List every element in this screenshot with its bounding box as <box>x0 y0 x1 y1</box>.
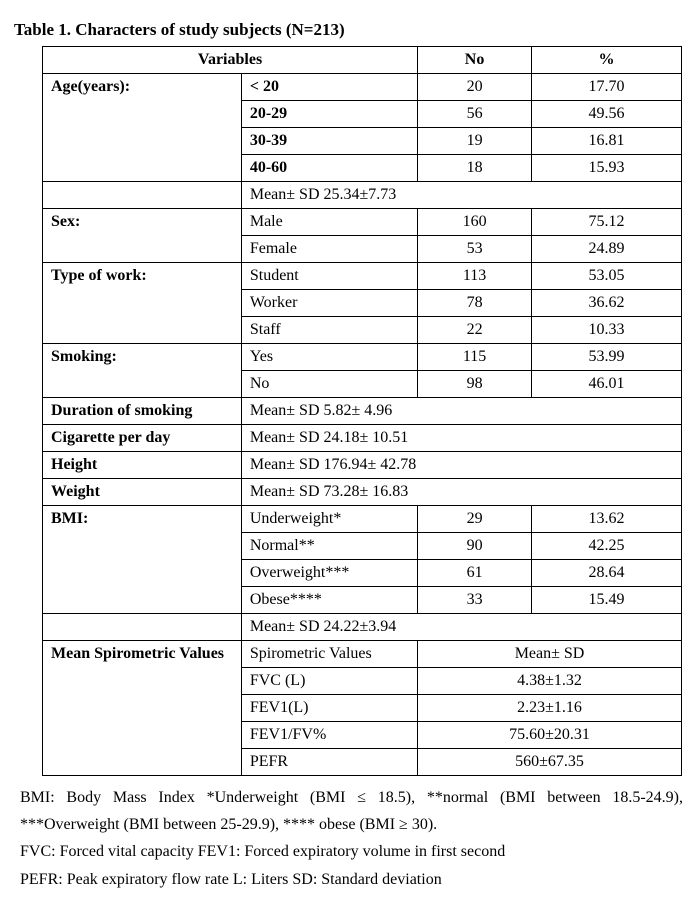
cell: 10.33 <box>532 317 682 344</box>
table-row: Smoking: Yes 115 53.99 <box>43 344 682 371</box>
table-row: Height Mean± SD 176.94± 42.78 <box>43 452 682 479</box>
cell: 78 <box>418 290 532 317</box>
weight-label: Weight <box>43 479 242 506</box>
empty-cell <box>43 182 242 209</box>
cell: 29 <box>418 506 532 533</box>
table-row: Duration of smoking Mean± SD 5.82± 4.96 <box>43 398 682 425</box>
cell: Female <box>241 236 417 263</box>
bmi-mean: Mean± SD 24.22±3.94 <box>241 614 681 641</box>
footnote-line-2: FVC: Forced vital capacity FEV1: Forced … <box>20 838 683 865</box>
cell: Male <box>241 209 417 236</box>
cell: 2.23±1.16 <box>418 695 682 722</box>
cell: Worker <box>241 290 417 317</box>
spiro-header-sub: Spirometric Values <box>241 641 417 668</box>
cell: 115 <box>418 344 532 371</box>
cell: Yes <box>241 344 417 371</box>
cell: 22 <box>418 317 532 344</box>
cell: 17.70 <box>532 74 682 101</box>
cell: 16.81 <box>532 128 682 155</box>
cell: 28.64 <box>532 560 682 587</box>
bmi-label: BMI: <box>43 506 242 614</box>
table-row: Cigarette per day Mean± SD 24.18± 10.51 <box>43 425 682 452</box>
duration-label: Duration of smoking <box>43 398 242 425</box>
table-row: Mean± SD 24.22±3.94 <box>43 614 682 641</box>
cell: PEFR <box>241 749 417 776</box>
cell: 113 <box>418 263 532 290</box>
weight-mean: Mean± SD 73.28± 16.83 <box>241 479 681 506</box>
table-row: Sex: Male 160 75.12 <box>43 209 682 236</box>
cigs-label: Cigarette per day <box>43 425 242 452</box>
footnote-line-1: BMI: Body Mass Index *Underweight (BMI ≤… <box>20 784 683 838</box>
cell: 13.62 <box>532 506 682 533</box>
header-pct: % <box>532 47 682 74</box>
cell: 33 <box>418 587 532 614</box>
cell: 75.60±20.31 <box>418 722 682 749</box>
cell: 40-60 <box>241 155 417 182</box>
cell: < 20 <box>241 74 417 101</box>
cell: FEV1/FV% <box>241 722 417 749</box>
cell: 20 <box>418 74 532 101</box>
header-no: No <box>418 47 532 74</box>
work-label: Type of work: <box>43 263 242 344</box>
cell: 160 <box>418 209 532 236</box>
cell: 61 <box>418 560 532 587</box>
table-row: Mean Spirometric Values Spirometric Valu… <box>43 641 682 668</box>
smoking-label: Smoking: <box>43 344 242 398</box>
empty-cell <box>43 614 242 641</box>
cell: FVC (L) <box>241 668 417 695</box>
table-row: Age(years): < 20 20 17.70 <box>43 74 682 101</box>
cell: 90 <box>418 533 532 560</box>
cell: 49.56 <box>532 101 682 128</box>
characteristics-table: Variables No % Age(years): < 20 20 17.70… <box>42 46 682 776</box>
cell: 15.49 <box>532 587 682 614</box>
table-row: Weight Mean± SD 73.28± 16.83 <box>43 479 682 506</box>
table-title: Table 1. Characters of study subjects (N… <box>14 20 683 40</box>
duration-mean: Mean± SD 5.82± 4.96 <box>241 398 681 425</box>
cell: 53.99 <box>532 344 682 371</box>
cell: 75.12 <box>532 209 682 236</box>
cell: 15.93 <box>532 155 682 182</box>
cell: FEV1(L) <box>241 695 417 722</box>
cell: Staff <box>241 317 417 344</box>
age-mean: Mean± SD 25.34±7.73 <box>241 182 681 209</box>
cell: 4.38±1.32 <box>418 668 682 695</box>
cell: 20-29 <box>241 101 417 128</box>
cell: 36.62 <box>532 290 682 317</box>
cell: 560±67.35 <box>418 749 682 776</box>
header-variables: Variables <box>43 47 418 74</box>
cell: 30-39 <box>241 128 417 155</box>
cell: No <box>241 371 417 398</box>
table-header-row: Variables No % <box>43 47 682 74</box>
cell: 24.89 <box>532 236 682 263</box>
cell: 53 <box>418 236 532 263</box>
cell: 53.05 <box>532 263 682 290</box>
cell: Overweight*** <box>241 560 417 587</box>
cell: Student <box>241 263 417 290</box>
cell: 56 <box>418 101 532 128</box>
cigs-mean: Mean± SD 24.18± 10.51 <box>241 425 681 452</box>
cell: Obese**** <box>241 587 417 614</box>
age-label: Age(years): <box>43 74 242 182</box>
table-row: Type of work: Student 113 53.05 <box>43 263 682 290</box>
cell: Normal** <box>241 533 417 560</box>
table-row: Mean± SD 25.34±7.73 <box>43 182 682 209</box>
cell: Underweight* <box>241 506 417 533</box>
cell: 46.01 <box>532 371 682 398</box>
cell: 18 <box>418 155 532 182</box>
cell: 42.25 <box>532 533 682 560</box>
table-row: BMI: Underweight* 29 13.62 <box>43 506 682 533</box>
cell: 19 <box>418 128 532 155</box>
height-label: Height <box>43 452 242 479</box>
sex-label: Sex: <box>43 209 242 263</box>
spiro-label: Mean Spirometric Values <box>43 641 242 776</box>
footnote-line-3: PEFR: Peak expiratory flow rate L: Liter… <box>20 866 683 893</box>
height-mean: Mean± SD 176.94± 42.78 <box>241 452 681 479</box>
cell: 98 <box>418 371 532 398</box>
spiro-header-val: Mean± SD <box>418 641 682 668</box>
